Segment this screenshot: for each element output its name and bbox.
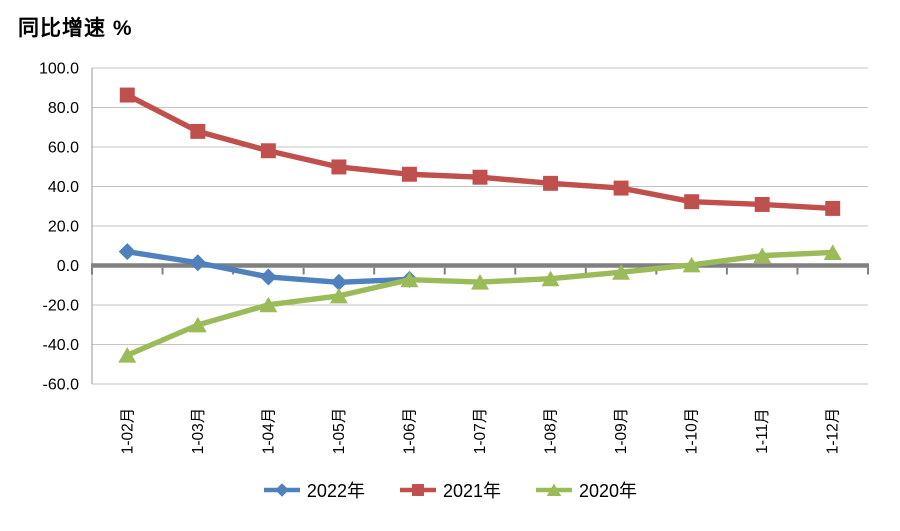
data-point-2021年: [190, 123, 206, 139]
data-point-2021年: [754, 196, 770, 212]
x-axis-tick-label: 1-07月: [472, 408, 489, 455]
data-point-2021年: [260, 143, 276, 159]
legend-item-2021: 2021年: [399, 477, 501, 503]
y-axis-tick-label: -20.0: [43, 298, 80, 315]
y-axis-tick-label: 40.0: [48, 179, 79, 196]
data-point-2020年: [682, 256, 701, 273]
data-point-2020年: [541, 270, 560, 287]
data-point-2022年: [118, 243, 136, 261]
x-axis-tick-label: 1-06月: [401, 408, 418, 455]
legend-label: 2020年: [579, 481, 638, 501]
y-axis-tick-label: 60.0: [48, 140, 79, 157]
legend-marker-shape: [411, 484, 424, 496]
data-point-2021年: [613, 180, 629, 196]
x-axis-tick-label: 1-10月: [684, 408, 701, 455]
x-axis-tick-label: 1-12月: [825, 408, 842, 455]
data-point-2022年: [330, 273, 348, 291]
legend-marker-shape: [546, 483, 562, 496]
data-point-2020年: [823, 244, 842, 260]
data-point-2021年: [119, 87, 135, 103]
data-point-2020年: [753, 247, 772, 264]
data-point-2020年: [188, 316, 207, 333]
data-point-2020年: [329, 287, 348, 304]
legend: 2022年 2021年 2020年: [0, 477, 900, 503]
data-point-2021年: [684, 194, 700, 210]
data-point-2021年: [543, 175, 559, 191]
y-axis-tick-label: 100.0: [39, 61, 79, 78]
data-point-2021年: [825, 200, 841, 216]
data-point-2021年: [472, 169, 488, 185]
legend-marker-diamond-icon: [263, 483, 300, 497]
legend-label: 2022年: [306, 481, 365, 501]
y-axis-tick-label: 0.0: [57, 258, 79, 275]
data-point-2021年: [331, 159, 347, 175]
data-point-2020年: [259, 296, 278, 313]
data-point-2022年: [189, 254, 207, 272]
data-point-2022年: [259, 268, 277, 286]
x-axis-tick-label: 1-04月: [260, 408, 277, 455]
data-point-2020年: [612, 264, 631, 280]
x-axis-tick-label: 1-02月: [119, 408, 136, 455]
x-axis-tick-label: 1-11月: [754, 408, 771, 453]
x-axis-tick-label: 1-03月: [190, 408, 207, 455]
data-point-2020年: [400, 271, 419, 288]
legend-item-2020: 2020年: [535, 477, 637, 503]
data-point-2020年: [470, 274, 490, 290]
legend-label: 2021年: [442, 481, 502, 501]
legend-marker-triangle-icon: [536, 483, 573, 496]
y-axis-tick-label: -60.0: [43, 377, 80, 394]
data-point-2021年: [401, 166, 417, 182]
x-axis-tick-label: 1-08月: [543, 408, 560, 455]
y-axis-tick-label: 80.0: [48, 100, 79, 117]
x-axis-tick-label: 1-05月: [331, 408, 348, 455]
legend-marker-shape: [275, 483, 289, 497]
x-axis-tick-label: 1-09月: [613, 408, 630, 455]
y-axis-tick-label: 20.0: [48, 219, 79, 236]
legend-item-2022: 2022年: [263, 477, 365, 503]
y-axis-tick-label: -40.0: [43, 337, 80, 354]
data-point-2020年: [118, 347, 137, 363]
chart-title: 同比增速 %: [18, 17, 133, 40]
series-line-2021年: [126, 92, 833, 212]
legend-marker-square-icon: [399, 484, 436, 496]
